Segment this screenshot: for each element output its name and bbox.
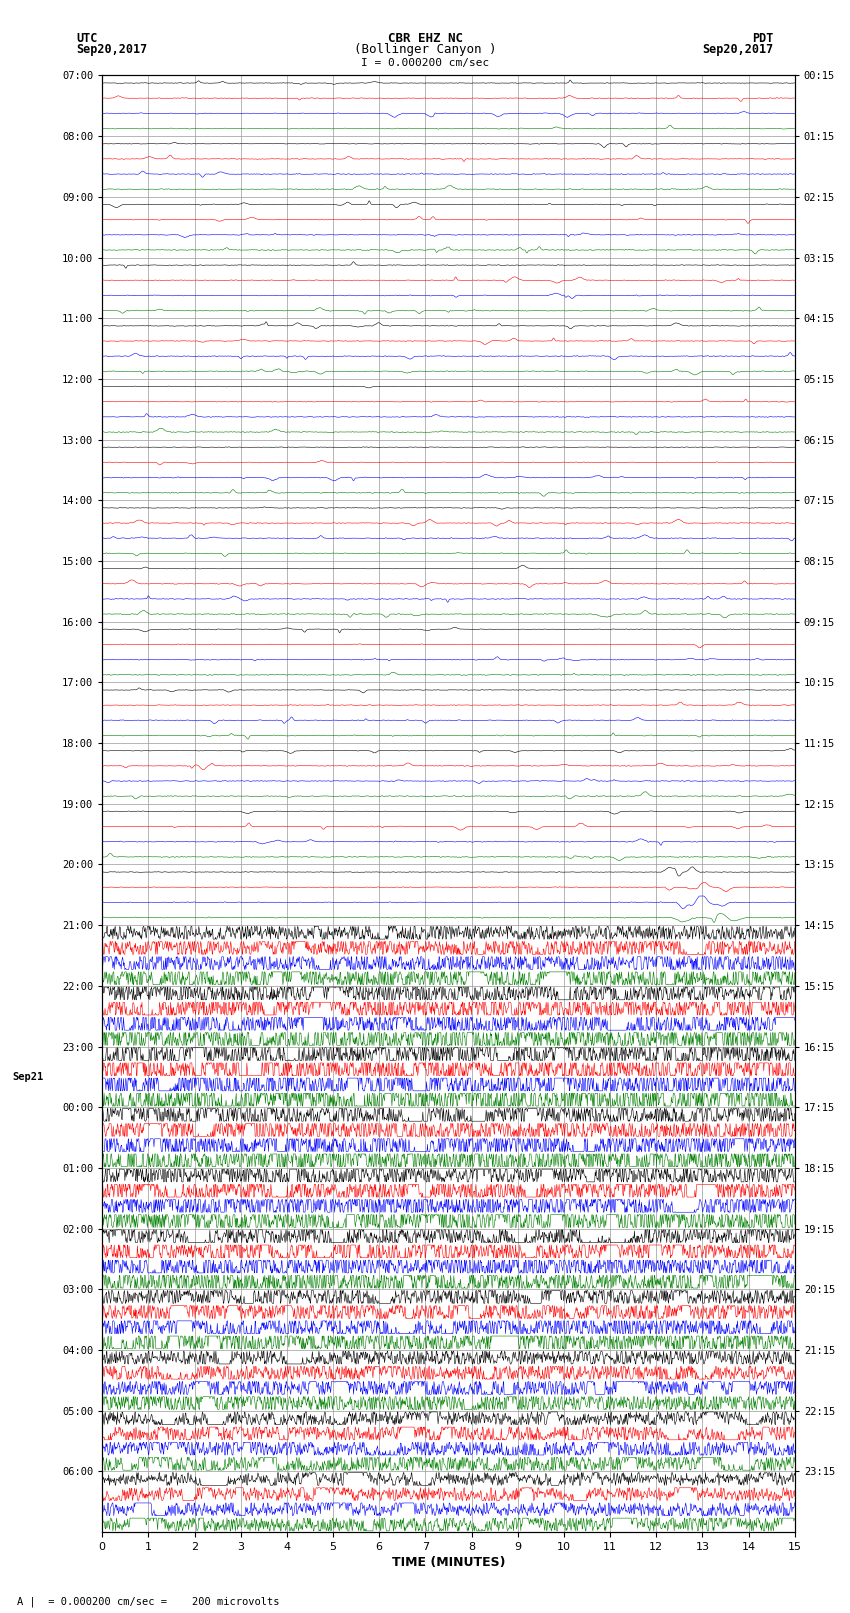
Text: CBR EHZ NC: CBR EHZ NC bbox=[388, 32, 462, 45]
Text: Sep21: Sep21 bbox=[12, 1073, 43, 1082]
Text: UTC: UTC bbox=[76, 32, 98, 45]
Text: Sep20,2017: Sep20,2017 bbox=[76, 44, 148, 56]
Text: PDT: PDT bbox=[752, 32, 774, 45]
Text: I = 0.000200 cm/sec: I = 0.000200 cm/sec bbox=[361, 58, 489, 68]
Text: A |  = 0.000200 cm/sec =    200 microvolts: A | = 0.000200 cm/sec = 200 microvolts bbox=[17, 1595, 280, 1607]
Text: (Bollinger Canyon ): (Bollinger Canyon ) bbox=[354, 44, 496, 56]
Text: Sep20,2017: Sep20,2017 bbox=[702, 44, 774, 56]
X-axis label: TIME (MINUTES): TIME (MINUTES) bbox=[392, 1557, 505, 1569]
